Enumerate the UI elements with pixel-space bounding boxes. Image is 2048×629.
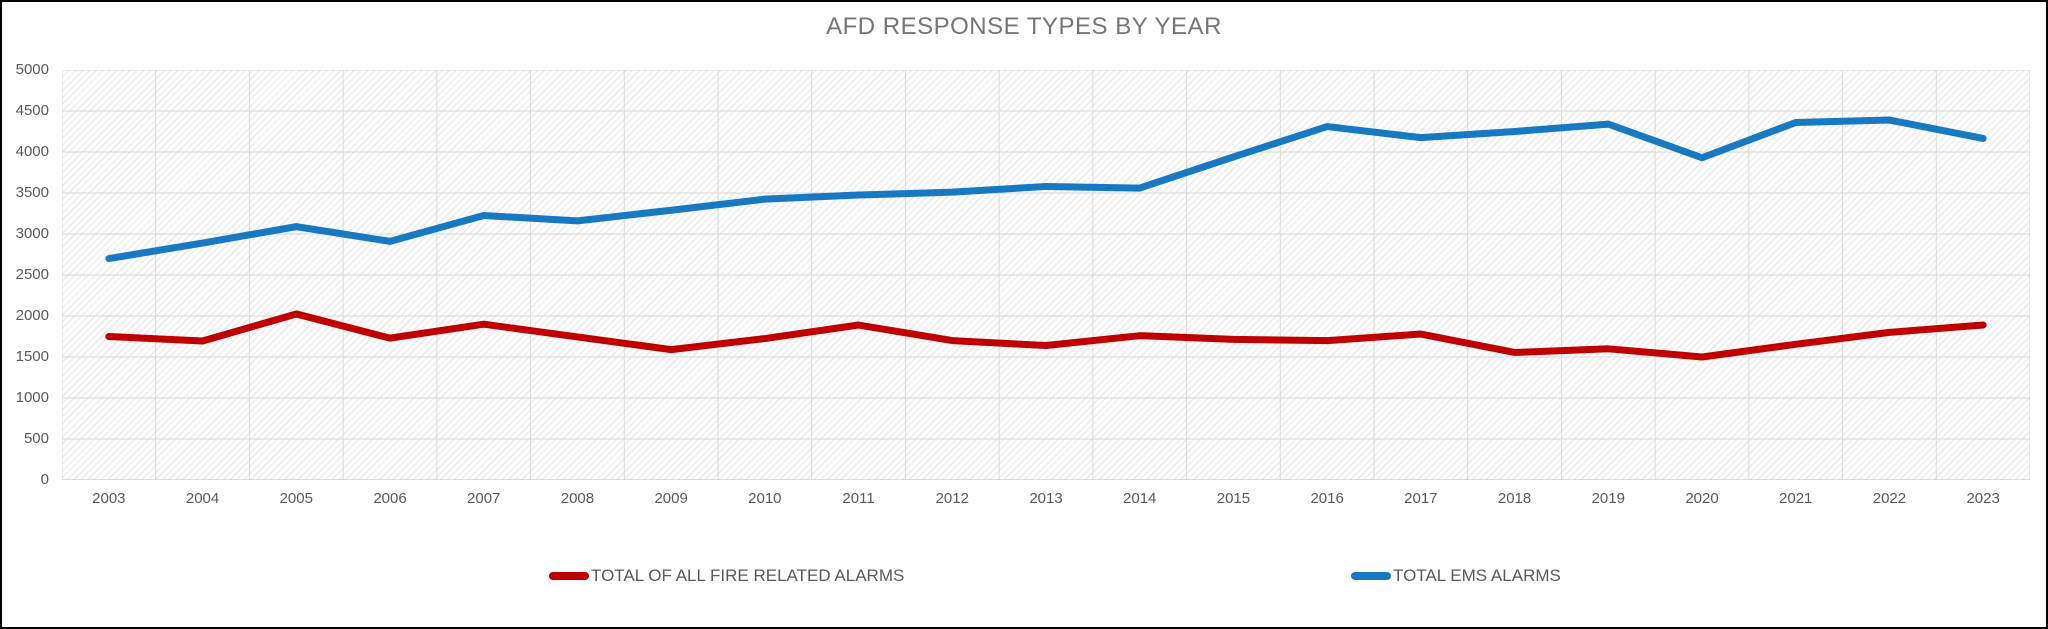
x-axis-tick-label: 2004 (185, 490, 220, 507)
fire-series-swatch-icon (549, 572, 589, 580)
x-axis: 2003 2004 2005 2006 2007 2008 2009 2010 2011 2012… (2, 490, 2048, 512)
x-axis-tick-label: 2014 (1123, 490, 1157, 507)
y-axis-tick-label: 2500 (15, 266, 49, 283)
y-axis: 0 500 1000 1500 2000 2500 3000 3500 4000 4500 5000 (2, 61, 49, 488)
y-axis-tick-label: 0 (40, 471, 49, 488)
x-axis-tick-label: 2012 (935, 490, 969, 507)
chart-legend: TOTAL OF ALL FIRE RELATED ALARMS TOTAL E… (2, 562, 2048, 590)
series-line-ems-alarms (105, 116, 1987, 263)
x-axis-tick-label: 2010 (748, 490, 782, 507)
chart-plot-svg (62, 70, 2030, 480)
x-axis-tick-label: 2018 (1497, 490, 1532, 507)
chart-title: AFD RESPONSE TYPES BY YEAR (826, 13, 1222, 40)
x-axis-tick-label: 2006 (373, 490, 407, 507)
ems-series-swatch-icon (1351, 572, 1391, 580)
y-axis-tick-label: 3500 (15, 184, 49, 201)
x-axis-tick-label: 2008 (560, 490, 595, 507)
y-axis-tick-label: 1500 (15, 348, 49, 365)
y-axis-tick-label: 4000 (15, 143, 49, 160)
legend-label-ems-alarms: TOTAL EMS ALARMS (1393, 566, 1561, 585)
x-axis-tick-label: 2021 (1779, 490, 1813, 507)
y-axis-tick-label: 500 (23, 430, 49, 447)
x-axis-tick-label: 2011 (842, 490, 875, 507)
legend-item-fire-alarms[interactable]: TOTAL OF ALL FIRE RELATED ALARMS (549, 562, 904, 590)
x-axis-tick-label: 2007 (467, 490, 501, 507)
legend-label-fire-alarms: TOTAL OF ALL FIRE RELATED ALARMS (591, 566, 905, 585)
x-axis-tick-label: 2003 (92, 490, 126, 507)
x-axis-tick-label: 2017 (1404, 490, 1438, 507)
x-axis-tick-label: 2023 (1966, 490, 2000, 507)
plot-area (62, 70, 2030, 480)
y-axis-tick-label: 1000 (15, 389, 49, 406)
x-axis-tick-label: 2009 (654, 490, 688, 507)
legend-item-ems-alarms[interactable]: TOTAL EMS ALARMS (1351, 562, 1561, 590)
x-axis-tick-label: 2016 (1310, 490, 1344, 507)
x-axis-tick-label: 2019 (1591, 490, 1625, 507)
x-axis-tick-label: 2015 (1216, 490, 1251, 507)
y-axis-tick-label: 5000 (15, 61, 49, 78)
x-axis-tick-label: 2020 (1685, 490, 1719, 507)
x-axis-tick-label: 2005 (279, 490, 313, 507)
y-axis-tick-label: 3000 (15, 225, 49, 242)
y-axis-tick-label: 4500 (15, 102, 49, 119)
y-axis-tick-label: 2000 (15, 307, 49, 324)
x-axis-tick-label: 2013 (1029, 490, 1063, 507)
series-line-fire-alarms (105, 310, 1987, 361)
x-axis-tick-label: 2022 (1872, 490, 1907, 507)
